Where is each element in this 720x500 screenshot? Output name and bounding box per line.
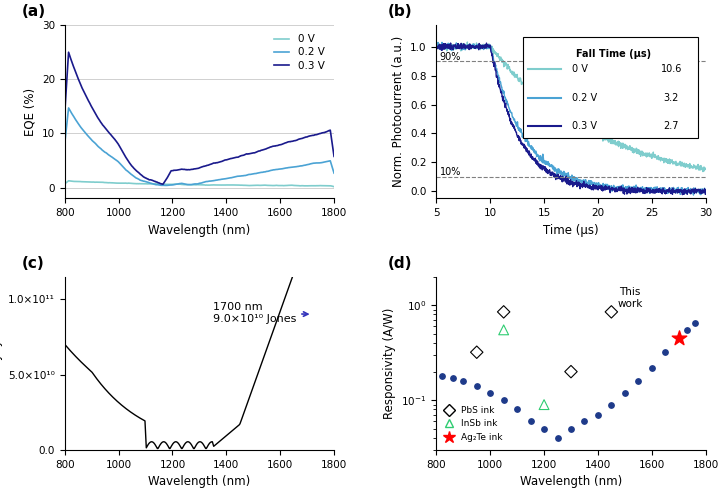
Point: [592, 411, 603, 419]
Line: 0 V: 0 V: [65, 181, 334, 186]
Point: [539, 425, 550, 433]
0.3 V: [60, 110, 69, 116]
Point: [525, 418, 536, 426]
Point: [498, 396, 510, 404]
Point: [552, 434, 563, 442]
0.3 V: [330, 154, 338, 160]
Point: [565, 425, 577, 433]
0 V: [60, 181, 69, 187]
Point: [606, 308, 617, 316]
0.2 V: [64, 105, 73, 111]
X-axis label: Wavelength (nm): Wavelength (nm): [520, 476, 622, 488]
Point: [511, 406, 523, 413]
0 V: [221, 182, 230, 188]
0 V: [282, 182, 290, 188]
0 V: [191, 182, 199, 188]
Point: [673, 334, 685, 342]
Point: [681, 326, 693, 334]
Point: [457, 377, 469, 385]
X-axis label: Wavelength (nm): Wavelength (nm): [148, 224, 251, 236]
0.3 V: [191, 166, 199, 172]
0.3 V: [64, 49, 73, 55]
0.2 V: [162, 182, 171, 188]
Point: [446, 374, 458, 382]
Point: [471, 348, 482, 356]
Y-axis label: EQE (%): EQE (%): [23, 88, 37, 136]
Line: 0.2 V: 0.2 V: [65, 108, 334, 186]
0.2 V: [324, 158, 333, 164]
Point: [689, 319, 701, 327]
Line: 0.3 V: 0.3 V: [65, 52, 334, 184]
Point: [606, 400, 617, 408]
0.2 V: [282, 165, 291, 171]
0.3 V: [158, 181, 167, 187]
X-axis label: Wavelength (nm): Wavelength (nm): [148, 476, 251, 488]
Text: (c): (c): [22, 256, 45, 271]
0.3 V: [207, 161, 216, 167]
0.2 V: [207, 178, 216, 184]
Point: [539, 400, 550, 408]
Point: [485, 388, 496, 396]
0.2 V: [222, 176, 230, 182]
Point: [633, 377, 644, 385]
Point: [436, 372, 448, 380]
0.2 V: [189, 181, 198, 187]
Y-axis label: Detectivity (Jones): Detectivity (Jones): [0, 308, 3, 418]
0 V: [207, 182, 215, 188]
Point: [471, 382, 482, 390]
Y-axis label: Norm. Photocurrent (a.u.): Norm. Photocurrent (a.u.): [392, 36, 405, 188]
0.3 V: [222, 157, 230, 163]
Text: This
work: This work: [618, 287, 643, 308]
Text: 90%: 90%: [440, 52, 461, 62]
0 V: [189, 182, 197, 188]
0.3 V: [189, 166, 198, 172]
Point: [673, 334, 685, 342]
0 V: [64, 178, 73, 184]
Point: [660, 348, 671, 356]
0 V: [324, 182, 333, 188]
0.3 V: [324, 128, 333, 134]
Point: [579, 418, 590, 426]
Y-axis label: Responsivity (A/W): Responsivity (A/W): [383, 308, 396, 419]
Text: (b): (b): [388, 4, 413, 20]
Text: 1700 nm
9.0×10¹⁰ Jones: 1700 nm 9.0×10¹⁰ Jones: [213, 302, 308, 324]
X-axis label: Time (μs): Time (μs): [543, 224, 599, 236]
Point: [619, 388, 631, 396]
0.3 V: [282, 140, 291, 145]
0 V: [330, 184, 338, 190]
Legend: 0 V, 0.2 V, 0.3 V: 0 V, 0.2 V, 0.3 V: [270, 30, 329, 75]
0.2 V: [330, 170, 338, 176]
Point: [565, 368, 577, 376]
0.2 V: [191, 181, 199, 187]
Text: (a): (a): [22, 4, 46, 20]
Legend: PbS ink, InSb ink, Ag₂Te ink: PbS ink, InSb ink, Ag₂Te ink: [441, 402, 506, 446]
0.2 V: [60, 140, 69, 146]
Point: [646, 364, 657, 372]
Text: (d): (d): [388, 256, 413, 271]
Point: [498, 326, 510, 334]
Text: 10%: 10%: [440, 168, 461, 177]
Point: [498, 308, 510, 316]
